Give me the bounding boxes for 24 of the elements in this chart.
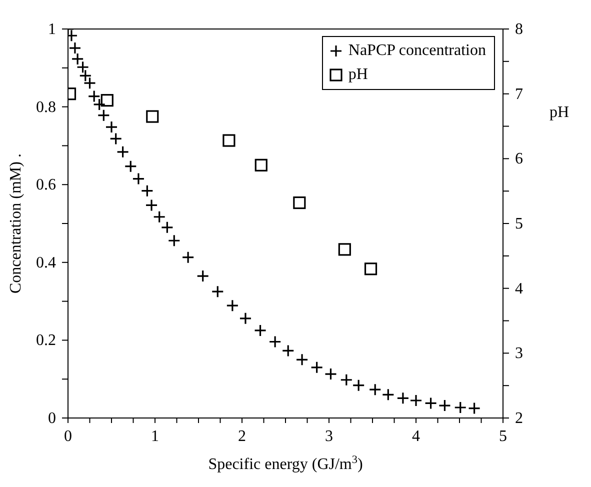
y2-tick-label: 3	[515, 345, 523, 362]
legend-label: pH	[348, 65, 368, 85]
x-axis-title: Specific energy (GJ/m$^{3}$)	[208, 454, 363, 473]
y-tick-label: 0.4	[36, 254, 56, 272]
y-tick-label: 0.2	[36, 332, 56, 350]
y-tick-label: 0.8	[36, 98, 56, 116]
y-tick-label: 0	[48, 410, 56, 427]
x-tick-label: 0	[64, 428, 72, 445]
x-tick-label: 4	[412, 428, 420, 445]
x-tick-label: 5	[499, 428, 507, 445]
y2-tick-label: 4	[515, 280, 523, 298]
y-axis-title: Concentration (mM) .	[8, 154, 25, 294]
x-tick-label: 2	[238, 428, 246, 445]
y2-tick-label: 2	[515, 410, 523, 427]
y2-axis-title: pH	[549, 104, 570, 121]
y-tick-label: 1	[48, 21, 56, 38]
y2-tick-label: 6	[515, 150, 523, 168]
legend-label: NaPCP concentration	[348, 41, 486, 61]
y-tick-label: 0.6	[36, 176, 56, 194]
y2-tick-label: 5	[515, 216, 523, 232]
x-tick-label: 3	[325, 428, 333, 445]
x-tick-label: 1	[151, 428, 159, 445]
y2-tick-label: 7	[515, 86, 523, 103]
y2-tick-label: 8	[515, 21, 523, 38]
